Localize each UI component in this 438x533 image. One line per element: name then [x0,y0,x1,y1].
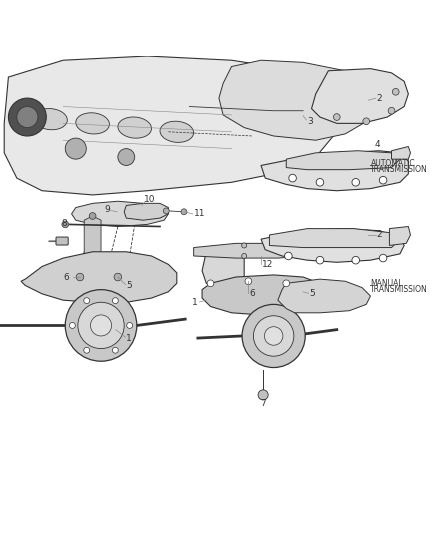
PathPatch shape [4,56,345,195]
Circle shape [70,322,75,328]
Text: 5: 5 [309,289,315,298]
Ellipse shape [160,121,194,142]
Circle shape [242,254,247,259]
Text: TRANSMISSION: TRANSMISSION [371,285,428,294]
Text: 6: 6 [249,289,255,298]
Circle shape [76,273,84,281]
PathPatch shape [261,151,408,191]
PathPatch shape [194,244,307,258]
Text: 1: 1 [126,334,132,343]
Ellipse shape [118,117,152,138]
PathPatch shape [202,247,244,287]
Text: MANUAL: MANUAL [371,279,403,288]
Circle shape [392,88,399,95]
Circle shape [258,390,268,400]
Text: 5: 5 [126,281,132,290]
PathPatch shape [392,147,410,159]
Circle shape [127,322,133,328]
Circle shape [181,209,187,215]
PathPatch shape [278,279,371,313]
Text: AUTOMATIC: AUTOMATIC [371,159,415,168]
Text: 8: 8 [62,219,67,228]
Circle shape [352,179,360,186]
Circle shape [113,348,118,353]
Circle shape [316,256,324,264]
Ellipse shape [34,109,67,130]
Circle shape [245,278,252,285]
Circle shape [242,304,305,368]
PathPatch shape [21,252,177,302]
Circle shape [388,107,395,114]
Circle shape [379,176,387,184]
FancyBboxPatch shape [56,237,68,245]
Circle shape [289,174,297,182]
Circle shape [78,302,124,349]
Ellipse shape [76,113,110,134]
Circle shape [17,107,38,127]
Text: 2: 2 [377,94,382,103]
Text: 4: 4 [374,140,380,149]
Circle shape [84,298,90,304]
Circle shape [265,327,283,345]
Circle shape [283,280,290,287]
Text: 11: 11 [194,209,205,219]
Text: 10: 10 [144,195,155,204]
PathPatch shape [219,60,379,140]
PathPatch shape [389,227,410,246]
PathPatch shape [269,229,400,247]
Text: 7: 7 [260,399,266,408]
Circle shape [113,298,118,304]
Text: 1: 1 [192,298,198,307]
Circle shape [84,348,90,353]
PathPatch shape [286,151,400,169]
Circle shape [363,118,370,125]
PathPatch shape [261,229,404,262]
Circle shape [65,138,86,159]
Circle shape [91,315,112,336]
Text: 9: 9 [105,205,110,214]
Circle shape [242,243,247,248]
Circle shape [316,179,324,186]
PathPatch shape [202,275,328,315]
Text: 6: 6 [64,272,70,281]
Text: 12: 12 [262,260,273,269]
PathPatch shape [71,201,168,227]
Circle shape [285,252,292,260]
Circle shape [118,149,135,165]
Circle shape [65,289,137,361]
PathPatch shape [311,69,408,123]
Circle shape [352,256,360,264]
Circle shape [8,98,46,136]
Text: 2: 2 [377,230,382,239]
Circle shape [333,114,340,120]
Circle shape [254,316,294,356]
Circle shape [114,273,122,281]
Circle shape [89,213,96,220]
Text: TRANSMISSION: TRANSMISSION [371,165,428,174]
PathPatch shape [84,216,101,262]
Text: 3: 3 [307,117,313,126]
Circle shape [62,221,69,228]
PathPatch shape [124,204,168,220]
Circle shape [163,208,169,214]
Circle shape [207,280,214,287]
Circle shape [379,254,387,262]
